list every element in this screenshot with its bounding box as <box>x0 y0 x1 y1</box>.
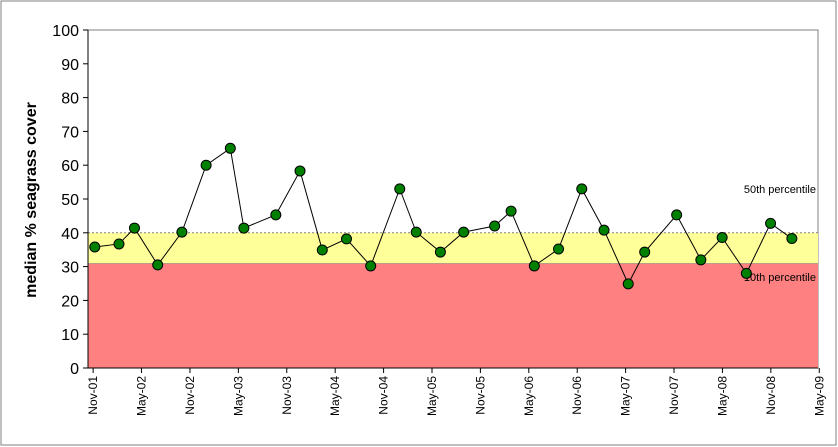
data-point <box>113 238 125 250</box>
x-tick-label: Nov-03 <box>280 376 294 415</box>
data-point <box>553 243 565 255</box>
data-point <box>176 226 188 238</box>
y-tick-label: 90 <box>61 57 79 74</box>
data-point <box>740 267 752 279</box>
data-point <box>294 165 306 177</box>
data-point <box>671 209 683 221</box>
y-tick-label: 10 <box>61 327 79 344</box>
x-tick-label: May-05 <box>425 376 439 416</box>
data-point <box>128 222 140 234</box>
y-tick-label: 40 <box>61 226 79 243</box>
data-point <box>505 205 517 217</box>
x-tick-label: Nov-01 <box>86 376 100 415</box>
data-point <box>410 226 422 238</box>
x-tick-label: Nov-07 <box>667 376 681 415</box>
y-tick-label: 60 <box>61 158 79 175</box>
x-tick-label: Nov-08 <box>764 376 778 415</box>
data-point <box>89 241 101 253</box>
data-point <box>528 260 540 272</box>
percentile-band <box>88 232 818 264</box>
data-point <box>622 278 634 290</box>
y-tick-label: 0 <box>70 361 79 378</box>
data-point <box>152 259 164 271</box>
percentile-label: 10th percentile <box>744 272 816 284</box>
x-tick-label: May-09 <box>812 376 826 416</box>
y-tick-label: 20 <box>61 293 79 310</box>
data-point <box>394 183 406 195</box>
x-tick-label: Nov-06 <box>570 376 584 415</box>
x-tick-label: May-04 <box>328 376 342 416</box>
y-tick-label: 100 <box>52 23 79 40</box>
data-point <box>598 224 610 236</box>
data-point <box>695 254 707 266</box>
y-tick-label: 80 <box>61 91 79 108</box>
x-tick-label: May-07 <box>619 376 633 416</box>
x-tick-label: May-06 <box>522 376 536 416</box>
x-tick-label: Nov-04 <box>377 376 391 415</box>
x-tick-label: May-02 <box>135 376 149 416</box>
data-point <box>238 222 250 234</box>
data-point <box>458 226 470 238</box>
x-tick-label: May-03 <box>231 376 245 416</box>
y-axis-title: median % seagrass cover <box>23 102 40 298</box>
data-point <box>489 220 501 232</box>
x-tick-label: Nov-02 <box>183 376 197 415</box>
x-tick-label: Nov-05 <box>473 376 487 415</box>
data-point <box>224 142 236 154</box>
data-point <box>639 246 651 258</box>
data-point <box>716 232 728 244</box>
data-point <box>316 244 328 256</box>
percentile-label: 50th percentile <box>744 184 816 196</box>
data-point <box>434 246 446 258</box>
y-tick-label: 70 <box>61 124 79 141</box>
data-point <box>576 183 588 195</box>
y-tick-label: 50 <box>61 192 79 209</box>
x-tick-label: May-08 <box>715 376 729 416</box>
percentile-band <box>88 263 818 368</box>
data-point <box>365 260 377 272</box>
data-point <box>200 159 212 171</box>
data-point <box>341 233 353 245</box>
data-point <box>786 233 798 245</box>
y-tick-label: 30 <box>61 260 79 277</box>
data-point <box>765 217 777 229</box>
data-point <box>270 209 282 221</box>
